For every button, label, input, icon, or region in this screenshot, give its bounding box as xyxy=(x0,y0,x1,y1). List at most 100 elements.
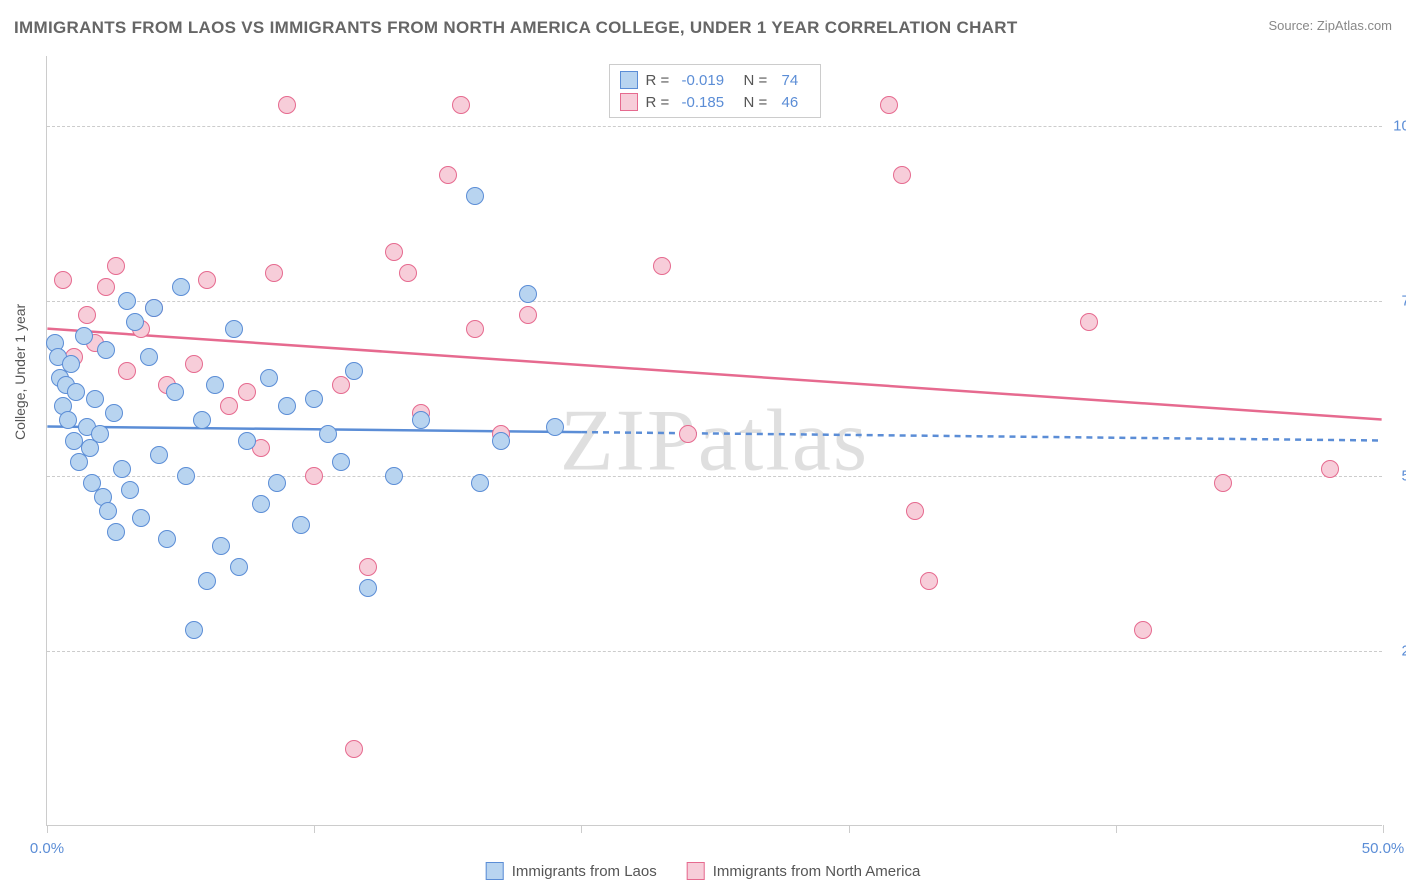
data-point-na xyxy=(1134,621,1152,639)
data-point-laos xyxy=(345,362,363,380)
data-point-na xyxy=(359,558,377,576)
data-point-laos xyxy=(546,418,564,436)
n-label: N = xyxy=(744,94,774,111)
data-point-laos xyxy=(177,467,195,485)
data-point-na xyxy=(466,320,484,338)
data-point-laos xyxy=(305,390,323,408)
data-point-laos xyxy=(492,432,510,450)
legend-label-laos: Immigrants from Laos xyxy=(512,863,657,880)
xtick-label: 50.0% xyxy=(1362,840,1405,857)
data-point-laos xyxy=(105,404,123,422)
data-point-na xyxy=(880,96,898,114)
data-point-na xyxy=(278,96,296,114)
data-point-laos xyxy=(67,383,85,401)
stats-row-na: R = -0.185 N = 46 xyxy=(620,91,810,113)
data-point-laos xyxy=(238,432,256,450)
legend-item-na: Immigrants from North America xyxy=(687,862,921,880)
data-point-laos xyxy=(107,523,125,541)
data-point-laos xyxy=(126,313,144,331)
data-point-na xyxy=(1080,313,1098,331)
data-point-laos xyxy=(91,425,109,443)
data-point-laos xyxy=(230,558,248,576)
data-point-laos xyxy=(319,425,337,443)
gridline-h xyxy=(47,651,1382,652)
tick-v xyxy=(849,825,850,833)
data-point-na xyxy=(107,257,125,275)
data-point-laos xyxy=(97,341,115,359)
data-point-laos xyxy=(225,320,243,338)
data-point-laos xyxy=(99,502,117,520)
r-label: R = xyxy=(646,72,674,89)
bottom-legend: Immigrants from Laos Immigrants from Nor… xyxy=(486,862,921,880)
data-point-laos xyxy=(332,453,350,471)
data-point-na xyxy=(519,306,537,324)
data-point-laos xyxy=(172,278,190,296)
data-point-na xyxy=(679,425,697,443)
r-value-na: -0.185 xyxy=(682,94,736,111)
data-point-na xyxy=(198,271,216,289)
data-point-laos xyxy=(412,411,430,429)
data-point-laos xyxy=(212,537,230,555)
data-point-laos xyxy=(466,187,484,205)
data-point-laos xyxy=(86,390,104,408)
data-point-na xyxy=(118,362,136,380)
data-point-na xyxy=(653,257,671,275)
legend-swatch-laos xyxy=(486,862,504,880)
data-point-na xyxy=(54,271,72,289)
legend-label-na: Immigrants from North America xyxy=(713,863,921,880)
data-point-laos xyxy=(471,474,489,492)
r-value-laos: -0.019 xyxy=(682,72,736,89)
ytick-label: 75.0% xyxy=(1401,293,1406,310)
data-point-laos xyxy=(278,397,296,415)
correlation-stats-box: R = -0.019 N = 74 R = -0.185 N = 46 xyxy=(609,64,821,118)
data-point-laos xyxy=(206,376,224,394)
data-point-na xyxy=(439,166,457,184)
data-point-laos xyxy=(359,579,377,597)
data-point-na xyxy=(1214,474,1232,492)
data-point-na xyxy=(185,355,203,373)
data-point-laos xyxy=(150,446,168,464)
data-point-laos xyxy=(62,355,80,373)
legend-swatch-na xyxy=(687,862,705,880)
data-point-na xyxy=(385,243,403,261)
scatter-plot-area: ZIPatlas R = -0.019 N = 74 R = -0.185 N … xyxy=(46,56,1382,826)
gridline-h xyxy=(47,126,1382,127)
data-point-laos xyxy=(59,411,77,429)
chart-title: IMMIGRANTS FROM LAOS VS IMMIGRANTS FROM … xyxy=(14,18,1018,38)
gridline-h xyxy=(47,476,1382,477)
data-point-laos xyxy=(145,299,163,317)
data-point-laos xyxy=(158,530,176,548)
n-value-na: 46 xyxy=(782,94,810,111)
swatch-na xyxy=(620,93,638,111)
swatch-laos xyxy=(620,71,638,89)
tick-v xyxy=(1116,825,1117,833)
tick-v xyxy=(1383,825,1384,833)
data-point-laos xyxy=(132,509,150,527)
legend-item-laos: Immigrants from Laos xyxy=(486,862,657,880)
data-point-laos xyxy=(185,621,203,639)
data-point-na xyxy=(452,96,470,114)
n-label: N = xyxy=(744,72,774,89)
data-point-laos xyxy=(75,327,93,345)
ytick-label: 50.0% xyxy=(1401,468,1406,485)
r-label: R = xyxy=(646,94,674,111)
data-point-laos xyxy=(121,481,139,499)
tick-v xyxy=(47,825,48,833)
gridline-h xyxy=(47,301,1382,302)
data-point-na xyxy=(97,278,115,296)
data-point-na xyxy=(332,376,350,394)
data-point-na xyxy=(220,397,238,415)
data-point-na xyxy=(345,740,363,758)
data-point-laos xyxy=(260,369,278,387)
data-point-laos xyxy=(198,572,216,590)
data-point-laos xyxy=(140,348,158,366)
data-point-laos xyxy=(118,292,136,310)
data-point-laos xyxy=(268,474,286,492)
data-point-na xyxy=(920,572,938,590)
data-point-laos xyxy=(385,467,403,485)
xtick-label: 0.0% xyxy=(30,840,64,857)
data-point-na xyxy=(893,166,911,184)
n-value-laos: 74 xyxy=(782,72,810,89)
data-point-laos xyxy=(166,383,184,401)
data-point-laos xyxy=(252,495,270,513)
